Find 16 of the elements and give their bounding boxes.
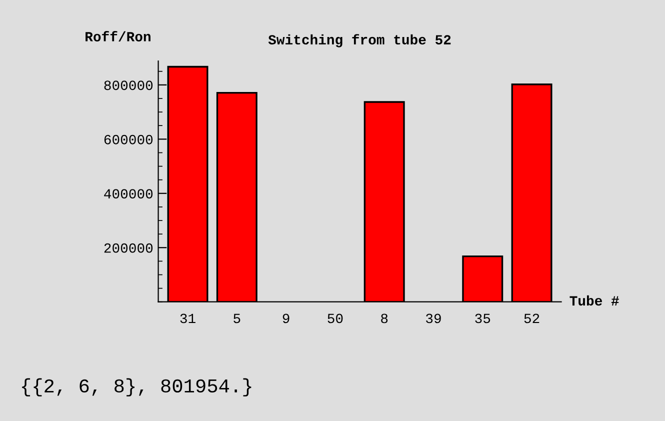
x-tick-label: 52 <box>524 314 540 324</box>
x-tick-label: 5 <box>234 314 240 324</box>
y-tick-label: 400000 <box>104 189 153 199</box>
x-tick-label: 35 <box>475 314 490 324</box>
text: {{2, 6, 8}, 801954.} <box>22 378 252 396</box>
y-tick-label: 600000 <box>104 134 153 144</box>
y-tick-label: 800000 <box>104 80 153 90</box>
x-tick-label: 50 <box>328 314 343 324</box>
y-axis-title: Roff/Ron <box>86 31 150 42</box>
x-tick-label: 9 <box>282 314 290 324</box>
x-tick-label: 39 <box>426 314 441 324</box>
x-tick-label: 8 <box>381 314 388 324</box>
x-tick-label: 31 <box>180 314 196 324</box>
chart-title: Switching from tube 52 <box>268 34 451 48</box>
y-tick-label: 200000 <box>104 243 153 253</box>
x-axis-title: Tube # <box>570 295 619 306</box>
